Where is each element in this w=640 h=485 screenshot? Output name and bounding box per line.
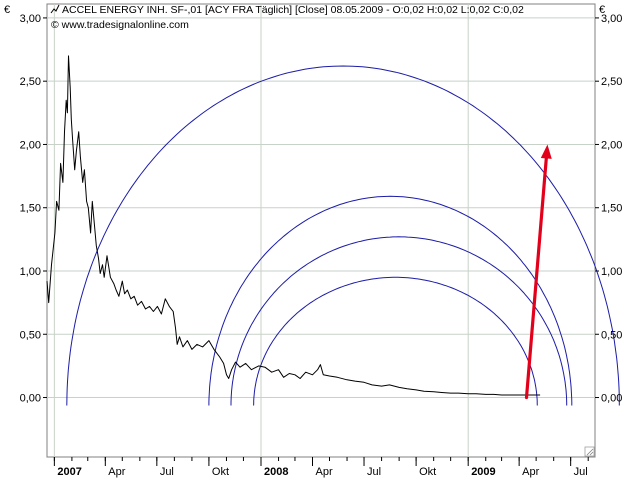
chart-title: ACCEL ENERGY INH. SF-,01 [ACY FRA Täglic… bbox=[62, 4, 524, 16]
arc-annotation bbox=[66, 65, 620, 406]
y-tick-label: 2,00 bbox=[601, 139, 622, 151]
currency-label-left: € bbox=[4, 4, 10, 16]
y-tick-label: 1,00 bbox=[20, 266, 41, 278]
y-tick-label: 1,50 bbox=[20, 203, 41, 215]
title-line-icon bbox=[50, 4, 60, 14]
x-tick-label: Jul bbox=[574, 466, 588, 478]
source-credit: © www.tradesignalonline.com bbox=[51, 19, 189, 31]
x-axis: 2007 Apr Jul Okt 2008 Apr Jul Okt 2009 Apr Jul bbox=[53, 457, 589, 478]
x-tick-label: Jul bbox=[160, 466, 174, 478]
x-tick-label: Apr bbox=[522, 466, 539, 478]
x-tick-label: Apr bbox=[316, 466, 333, 478]
y-tick-label: 3,00 bbox=[601, 13, 622, 25]
y-tick-label: 0,00 bbox=[601, 393, 622, 405]
y-tick-label: 1,50 bbox=[601, 203, 622, 215]
y-tick-label: 2,50 bbox=[20, 76, 41, 88]
currency-label-right: € bbox=[599, 4, 605, 16]
arc-annotation bbox=[230, 236, 568, 406]
x-tick-label: Okt bbox=[212, 466, 229, 478]
arc-annotation bbox=[253, 276, 538, 406]
price-series bbox=[46, 55, 541, 396]
y-tick-label: 0,50 bbox=[601, 329, 622, 341]
x-tick-label: Apr bbox=[108, 466, 125, 478]
arc-annotations bbox=[66, 65, 620, 406]
y-tick-label: 1,00 bbox=[601, 266, 622, 278]
y-axis-right: 0,00 0,50 1,00 1,50 2,00 2,50 3,00 bbox=[595, 13, 622, 405]
x-tick-label: Okt bbox=[419, 466, 436, 478]
price-line bbox=[46, 55, 541, 396]
plot-area bbox=[46, 3, 596, 458]
y-axis-left: 0,00 0,50 1,00 1,50 2,00 2,50 3,00 bbox=[20, 13, 47, 405]
arrow-annotation bbox=[524, 144, 552, 400]
arrow-shaft bbox=[524, 156, 548, 400]
y-tick-label: 2,00 bbox=[20, 139, 41, 151]
x-tick-label: 2008 bbox=[264, 466, 288, 478]
y-tick-label: 0,50 bbox=[20, 329, 41, 341]
resize-grip-icon[interactable] bbox=[584, 446, 595, 457]
y-tick-label: 2,50 bbox=[601, 76, 622, 88]
x-tick-label: 2007 bbox=[57, 466, 81, 478]
x-tick-label: Jul bbox=[367, 466, 381, 478]
arrow-head bbox=[540, 144, 552, 159]
grid bbox=[47, 4, 595, 457]
y-tick-label: 0,00 bbox=[20, 393, 41, 405]
arc-annotation bbox=[208, 195, 573, 406]
y-tick-label: 3,00 bbox=[20, 13, 41, 25]
x-tick-label: 2009 bbox=[471, 466, 495, 478]
